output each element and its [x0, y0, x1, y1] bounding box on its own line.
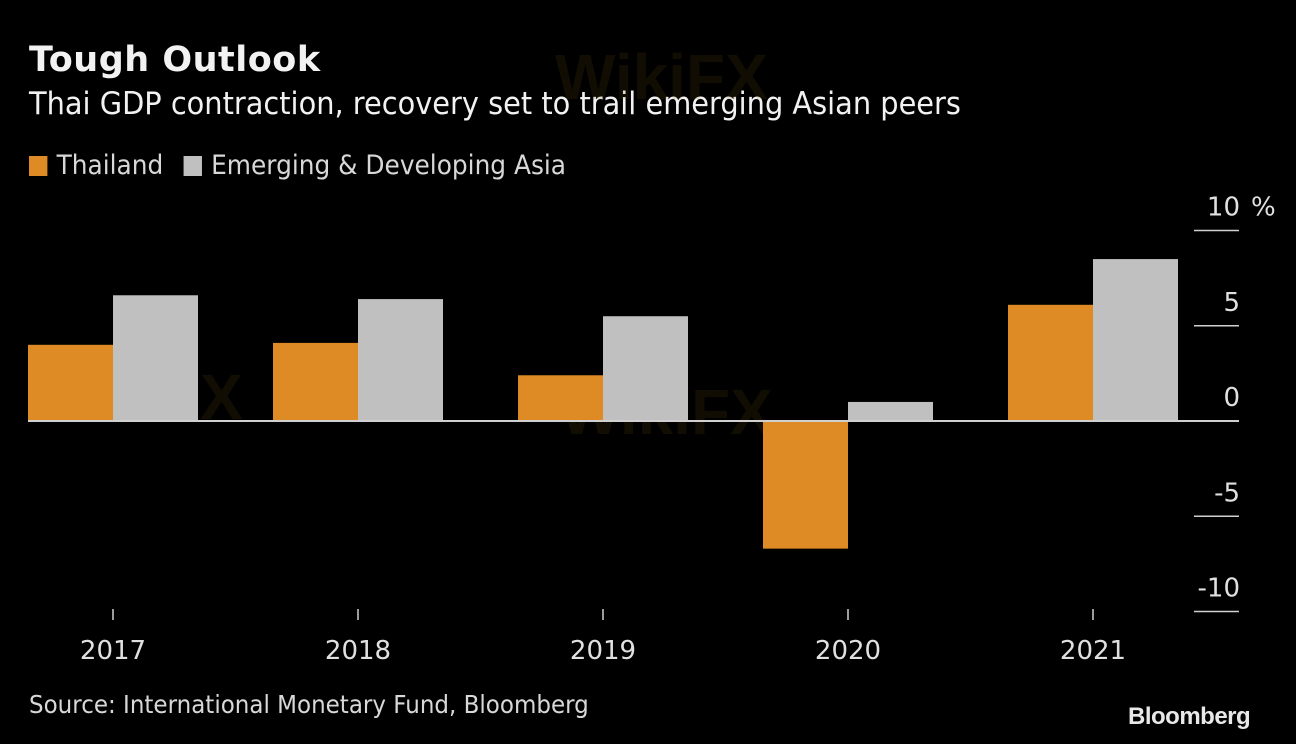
y-tick-label-10: 10 — [1207, 193, 1240, 223]
x-tick-label-2021: 2021 — [1060, 636, 1126, 666]
legend-swatch-asia — [183, 155, 202, 176]
x-tick-label-2019: 2019 — [570, 636, 636, 666]
bar-thailand-2019 — [518, 375, 603, 421]
bar-asia-2017 — [113, 295, 198, 421]
chart-subtitle: Thai GDP contraction, recovery set to tr… — [29, 86, 961, 122]
legend-label-thailand: Thailand — [56, 150, 164, 181]
bloomberg-logo: Bloomberg — [1128, 703, 1251, 730]
y-tick-label-5: 5 — [1223, 288, 1240, 318]
bar-asia-2021 — [1093, 259, 1178, 421]
bar-asia-2018 — [358, 299, 443, 421]
chart-title: Tough Outlook — [29, 40, 321, 80]
legend-swatch-thailand — [29, 155, 48, 176]
bar-thailand-2018 — [273, 342, 358, 421]
x-tick-label-2017: 2017 — [80, 636, 146, 666]
bar-thailand-2020 — [763, 421, 848, 549]
legend-item-thailand: Thailand — [29, 150, 163, 181]
bar-asia-2019 — [603, 316, 688, 421]
y-tick-label--5: -5 — [1214, 478, 1240, 508]
bar-thailand-2017 — [28, 344, 113, 421]
x-tick-label-2020: 2020 — [815, 636, 881, 666]
watermark-1: WikiFX — [555, 41, 768, 113]
y-tick-label-0: 0 — [1223, 383, 1240, 413]
source-note: Source: International Monetary Fund, Blo… — [29, 690, 589, 719]
bar-asia-2020 — [848, 401, 933, 421]
bar-thailand-2021 — [1008, 304, 1093, 421]
legend-item-asia: Emerging & Developing Asia — [183, 150, 567, 181]
legend: Thailand Emerging & Developing Asia — [29, 150, 586, 181]
x-tick-label-2018: 2018 — [325, 636, 391, 666]
legend-label-asia: Emerging & Developing Asia — [211, 150, 567, 181]
y-tick-label--10: -10 — [1198, 574, 1240, 604]
y-unit-label: % — [1251, 193, 1276, 223]
